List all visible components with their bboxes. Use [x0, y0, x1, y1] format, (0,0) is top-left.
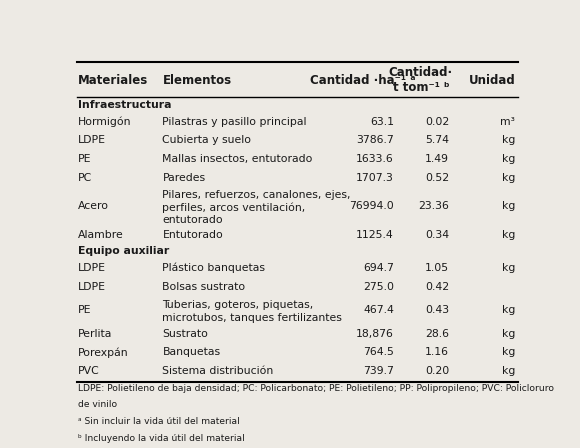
Text: 1125.4: 1125.4 — [356, 230, 394, 240]
Text: Banquetas: Banquetas — [162, 348, 220, 358]
Text: kg: kg — [502, 366, 515, 376]
Text: Cantidad·
t tom⁻¹ ᵇ: Cantidad· t tom⁻¹ ᵇ — [389, 66, 453, 94]
Text: m³: m³ — [501, 117, 515, 127]
Text: de vinilo: de vinilo — [78, 401, 117, 409]
Text: 23.36: 23.36 — [418, 201, 449, 211]
Text: 63.1: 63.1 — [370, 117, 394, 127]
Text: 28.6: 28.6 — [425, 329, 449, 339]
Text: 18,876: 18,876 — [356, 329, 394, 339]
Text: LDPE: Polietileno de baja densidad; PC: Policarbonato; PE: Polietileno; PP: Poli: LDPE: Polietileno de baja densidad; PC: … — [78, 384, 554, 393]
Text: Sistema distribución: Sistema distribución — [162, 366, 274, 376]
Text: ᵇ Incluyendo la vida útil del material: ᵇ Incluyendo la vida útil del material — [78, 434, 245, 443]
Text: PE: PE — [78, 305, 92, 315]
Text: kg: kg — [502, 201, 515, 211]
Text: 275.0: 275.0 — [363, 282, 394, 292]
Text: Perlita: Perlita — [78, 329, 113, 339]
Text: Materiales: Materiales — [78, 73, 148, 86]
Text: LDPE: LDPE — [78, 282, 106, 292]
Text: LDPE: LDPE — [78, 135, 106, 145]
Text: Sustrato: Sustrato — [162, 329, 208, 339]
Text: perfiles, arcos ventilación,: perfiles, arcos ventilación, — [162, 202, 306, 213]
Text: kg: kg — [502, 348, 515, 358]
Text: entutorado: entutorado — [162, 215, 223, 224]
Text: Cubierta y suelo: Cubierta y suelo — [162, 135, 251, 145]
Text: 0.43: 0.43 — [425, 305, 449, 315]
Text: Unidad: Unidad — [469, 73, 515, 86]
Text: 0.42: 0.42 — [425, 282, 449, 292]
Text: ᵃ Sin incluir la vida útil del material: ᵃ Sin incluir la vida útil del material — [78, 417, 240, 426]
Text: 764.5: 764.5 — [363, 348, 394, 358]
Text: kg: kg — [502, 329, 515, 339]
Text: Porexpán: Porexpán — [78, 347, 129, 358]
Text: kg: kg — [502, 263, 515, 273]
Text: 739.7: 739.7 — [363, 366, 394, 376]
Text: 5.74: 5.74 — [425, 135, 449, 145]
Text: 3786.7: 3786.7 — [356, 135, 394, 145]
Text: 467.4: 467.4 — [363, 305, 394, 315]
Text: Alambre: Alambre — [78, 230, 124, 240]
Text: 694.7: 694.7 — [363, 263, 394, 273]
Text: 0.52: 0.52 — [425, 172, 449, 183]
Text: Equipo auxiliar: Equipo auxiliar — [78, 246, 169, 256]
Text: 1.05: 1.05 — [425, 263, 449, 273]
Text: PE: PE — [78, 154, 92, 164]
Text: Mallas insectos, entutorado: Mallas insectos, entutorado — [162, 154, 313, 164]
Text: Cantidad ·ha⁻¹ ᵃ: Cantidad ·ha⁻¹ ᵃ — [310, 73, 415, 86]
Text: PVC: PVC — [78, 366, 100, 376]
Text: Infraestructura: Infraestructura — [78, 100, 172, 110]
Text: 0.20: 0.20 — [425, 366, 449, 376]
Text: Hormigón: Hormigón — [78, 116, 132, 127]
Text: LDPE: LDPE — [78, 263, 106, 273]
Text: Pilastras y pasillo principal: Pilastras y pasillo principal — [162, 117, 307, 127]
Text: Bolsas sustrato: Bolsas sustrato — [162, 282, 245, 292]
Text: 1707.3: 1707.3 — [356, 172, 394, 183]
Text: kg: kg — [502, 305, 515, 315]
Text: Elementos: Elementos — [162, 73, 231, 86]
Text: Tuberias, goteros, piquetas,: Tuberias, goteros, piquetas, — [162, 300, 314, 310]
Text: Entutorado: Entutorado — [162, 230, 223, 240]
Text: Pilares, refuerzos, canalones, ejes,: Pilares, refuerzos, canalones, ejes, — [162, 190, 351, 200]
Text: PC: PC — [78, 172, 92, 183]
Text: 1.49: 1.49 — [425, 154, 449, 164]
Text: microtubos, tanques fertilizantes: microtubos, tanques fertilizantes — [162, 313, 342, 323]
Text: kg: kg — [502, 154, 515, 164]
Text: Acero: Acero — [78, 201, 109, 211]
Text: 0.02: 0.02 — [425, 117, 449, 127]
Text: Plástico banquetas: Plástico banquetas — [162, 263, 266, 273]
Text: 1633.6: 1633.6 — [356, 154, 394, 164]
Text: 1.16: 1.16 — [425, 348, 449, 358]
Text: Paredes: Paredes — [162, 172, 205, 183]
Text: kg: kg — [502, 172, 515, 183]
Text: kg: kg — [502, 230, 515, 240]
Text: 0.34: 0.34 — [425, 230, 449, 240]
Text: kg: kg — [502, 135, 515, 145]
Text: 76994.0: 76994.0 — [349, 201, 394, 211]
